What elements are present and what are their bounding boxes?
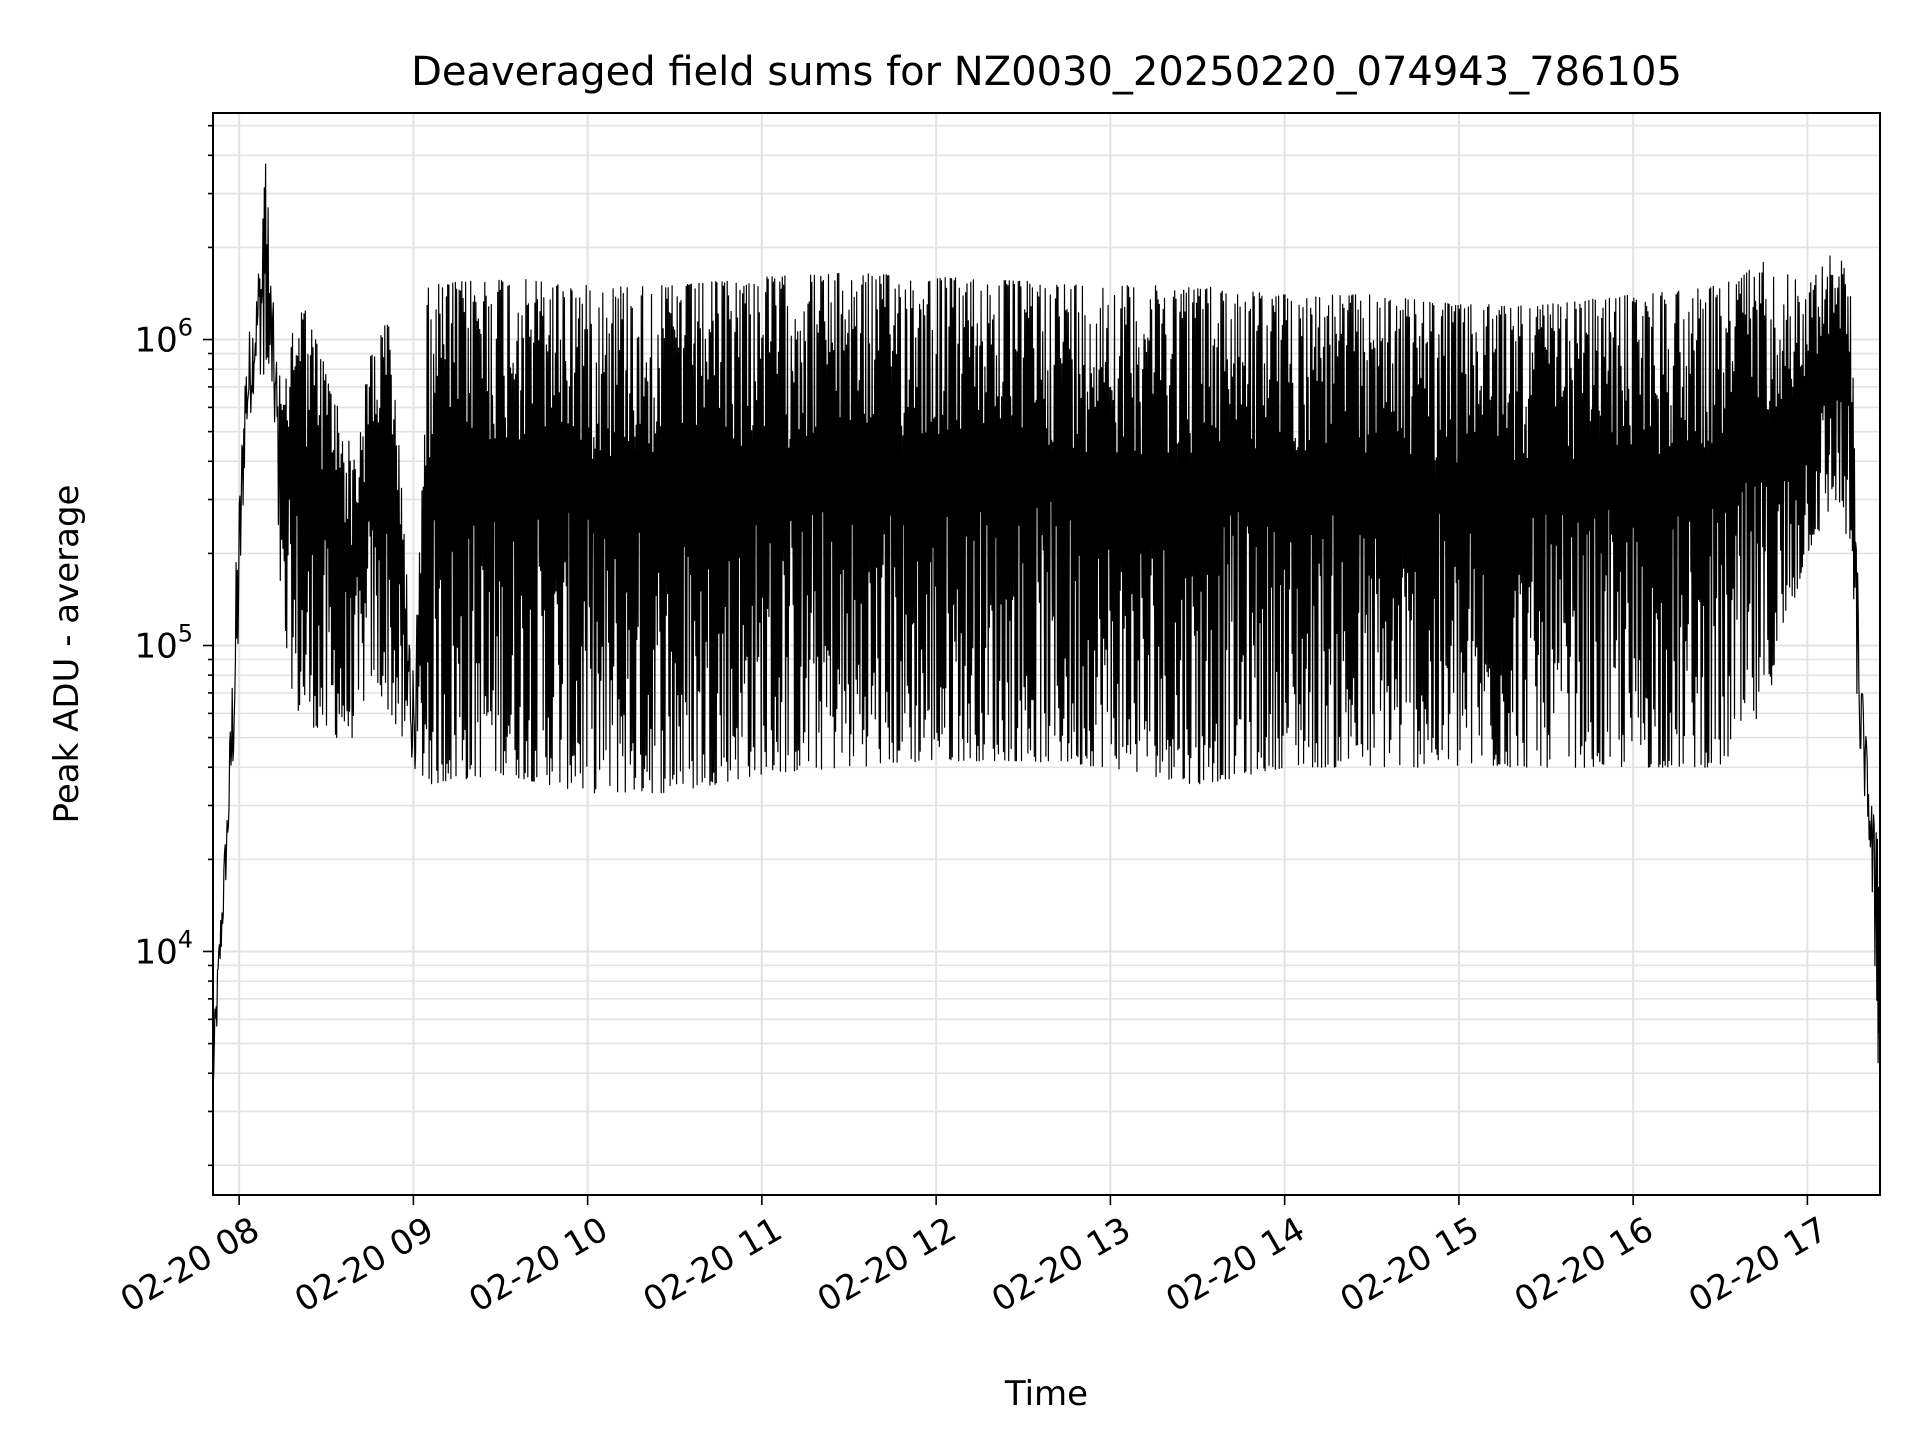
plot-area [212, 163, 1881, 1080]
y-axis: 104 105 106 [134, 124, 213, 1167]
x-axis-label: Time [1004, 1374, 1088, 1414]
y-axis-label: Peak ADU - average [47, 485, 87, 824]
y-tick-label: 104 [134, 925, 193, 972]
data-series-line [212, 163, 1881, 1080]
y-tick-label: 105 [134, 620, 193, 667]
chart-title: Deaveraged field sums for NZ0030_2025022… [411, 49, 1682, 95]
axes-frame [212, 112, 1881, 1196]
y-tick-label: 106 [134, 314, 193, 361]
